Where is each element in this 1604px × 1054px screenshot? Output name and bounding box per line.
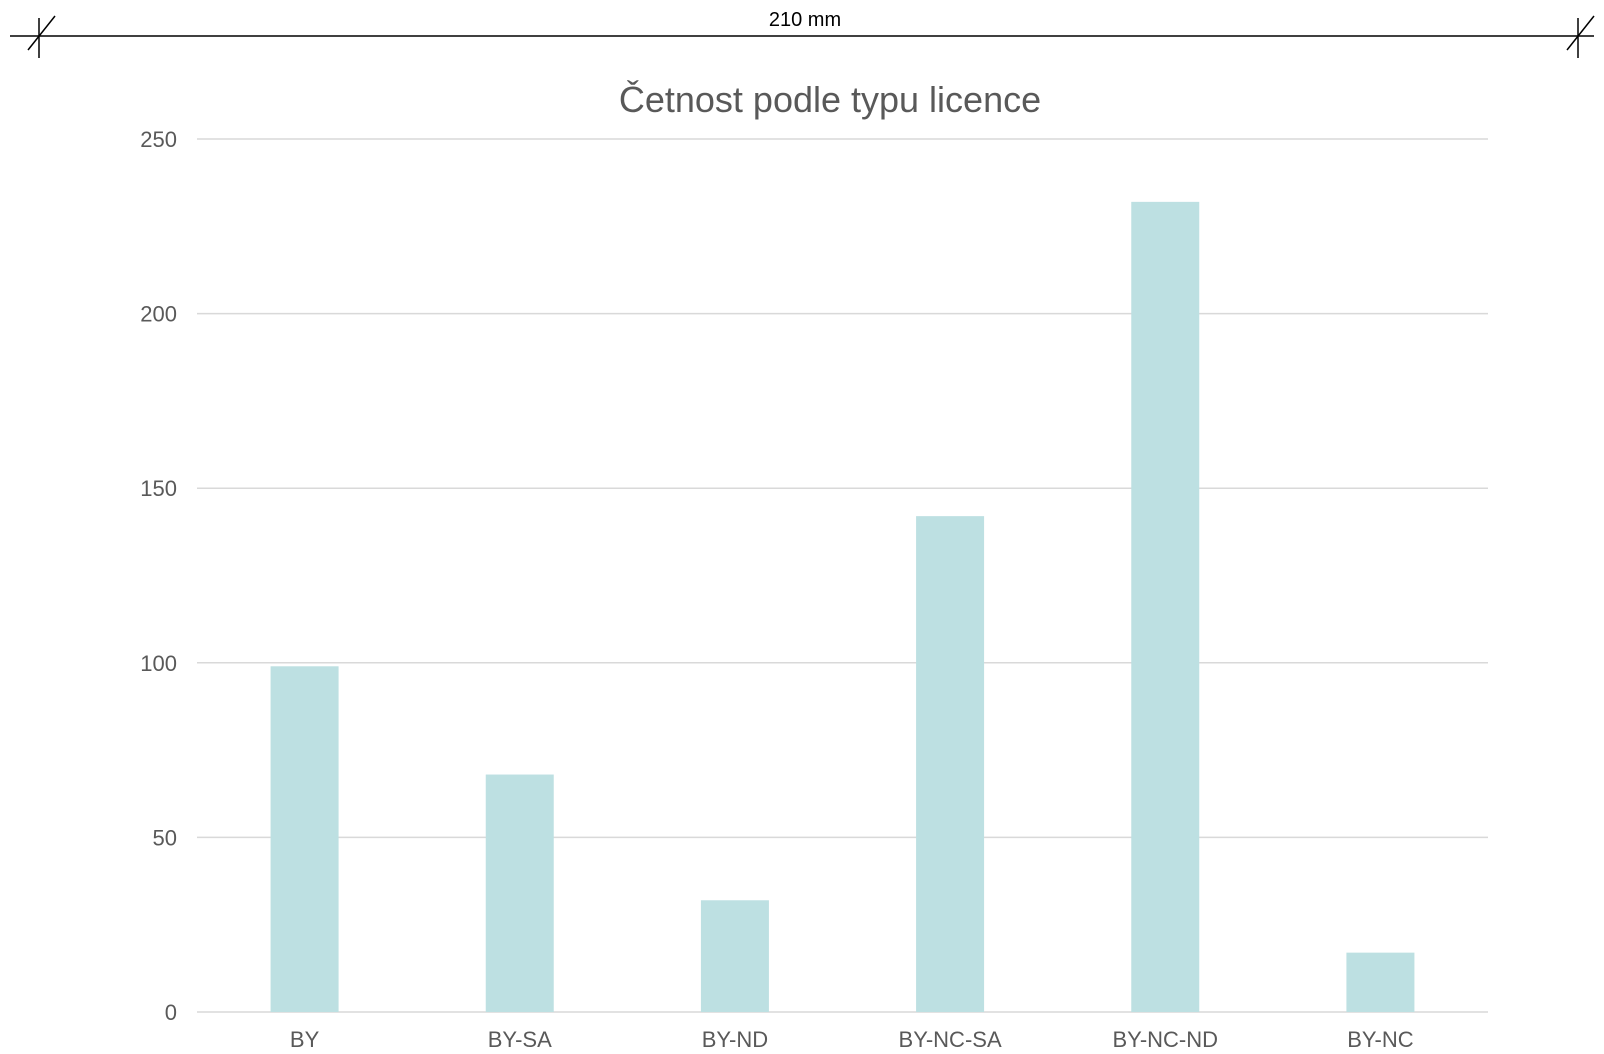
x-tick-label: BY-NC-ND xyxy=(1112,1027,1218,1052)
dimension-line xyxy=(10,15,1595,58)
bar-by-nd xyxy=(700,900,769,1012)
gridlines xyxy=(197,138,1488,1013)
x-tick-label: BY-NC xyxy=(1347,1027,1414,1052)
x-tick-label: BY-ND xyxy=(702,1027,768,1052)
y-tick-label: 0 xyxy=(165,1000,177,1025)
x-tick-label: BY-NC-SA xyxy=(899,1027,1002,1052)
bar-by-sa xyxy=(485,774,554,1012)
bar-by-nc xyxy=(1346,952,1415,1012)
bar-by-nc-nd xyxy=(1131,201,1200,1012)
y-tick-label: 150 xyxy=(140,476,177,501)
bar-by-nc-sa xyxy=(916,516,985,1012)
x-axis-labels: BY BY-SA BY-ND BY-NC-SA BY-NC-ND BY-NC xyxy=(290,1027,1414,1052)
x-tick-label: BY-SA xyxy=(488,1027,552,1052)
dimension-label: 210 mm xyxy=(769,9,841,31)
y-tick-label: 100 xyxy=(140,651,177,676)
y-axis-ticks: 0 50 100 150 200 250 xyxy=(140,127,177,1025)
y-tick-label: 250 xyxy=(140,127,177,152)
x-tick-label: BY xyxy=(290,1027,320,1052)
bar-by xyxy=(270,666,339,1012)
y-tick-label: 50 xyxy=(153,825,177,850)
bars xyxy=(270,201,1415,1012)
chart-title: Četnost podle typu licence xyxy=(619,79,1041,120)
y-tick-label: 200 xyxy=(140,302,177,327)
